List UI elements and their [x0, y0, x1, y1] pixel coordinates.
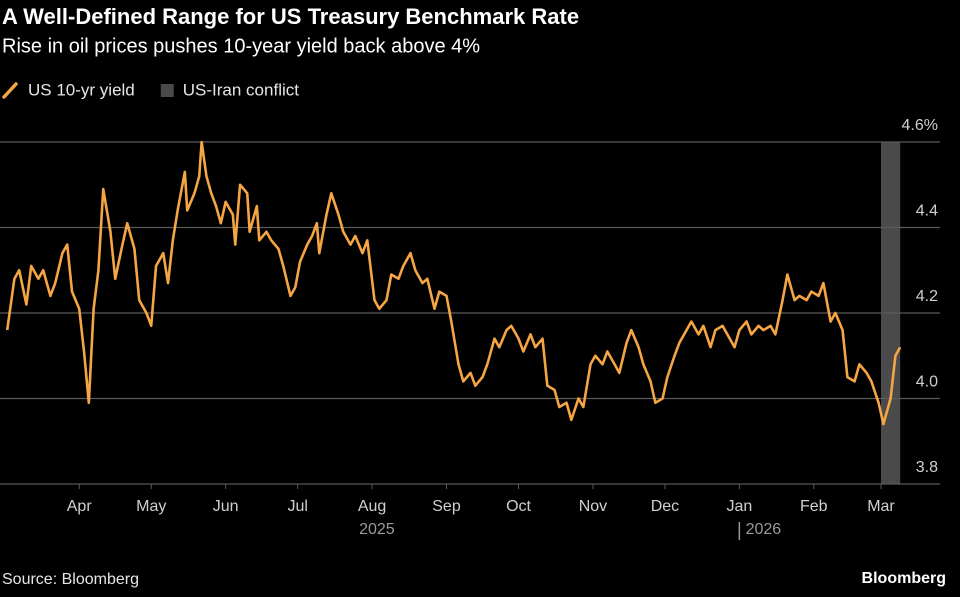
source: Source: Bloomberg [2, 571, 139, 588]
y-tick-label: 4.4 [916, 203, 938, 220]
line [5, 140, 902, 426]
legend-swatch [160, 84, 174, 97]
x-tick-label: Apr [67, 498, 93, 515]
chart-subtitle: Rise in oil prices pushes 10-year yield … [2, 35, 480, 57]
x-tick-label: Jan [726, 498, 752, 515]
x-tick-label: Mar [867, 498, 895, 515]
year-label: 2026 [746, 521, 782, 538]
x-tick-label: Aug [358, 498, 386, 515]
chart-title: A Well-Defined Range for US Treasury Ben… [2, 4, 579, 29]
x-tick-label: Oct [506, 498, 531, 515]
legend-label: US-Iran conflict [183, 80, 299, 99]
x-tick-label: Jul [287, 498, 307, 515]
y-tick-label: 3.8 [916, 459, 938, 476]
x-tick-label: Nov [579, 498, 607, 515]
y-tick-label: 4.0 [916, 374, 938, 391]
brand: Bloomberg [862, 570, 946, 587]
y-tick-label: 4.6% [902, 117, 938, 134]
x-tick-label: Sep [432, 498, 461, 515]
x-tick-label: Feb [800, 498, 828, 515]
x-tick-label: May [136, 498, 166, 515]
x-tick-label: Dec [651, 498, 679, 515]
year-label: 2025 [359, 521, 395, 538]
legend-label: US 10-yr yield [28, 80, 135, 99]
legend-swatch [2, 82, 18, 99]
x-tick-label: Jun [213, 498, 239, 515]
y-tick-label: 4.2 [916, 288, 938, 305]
